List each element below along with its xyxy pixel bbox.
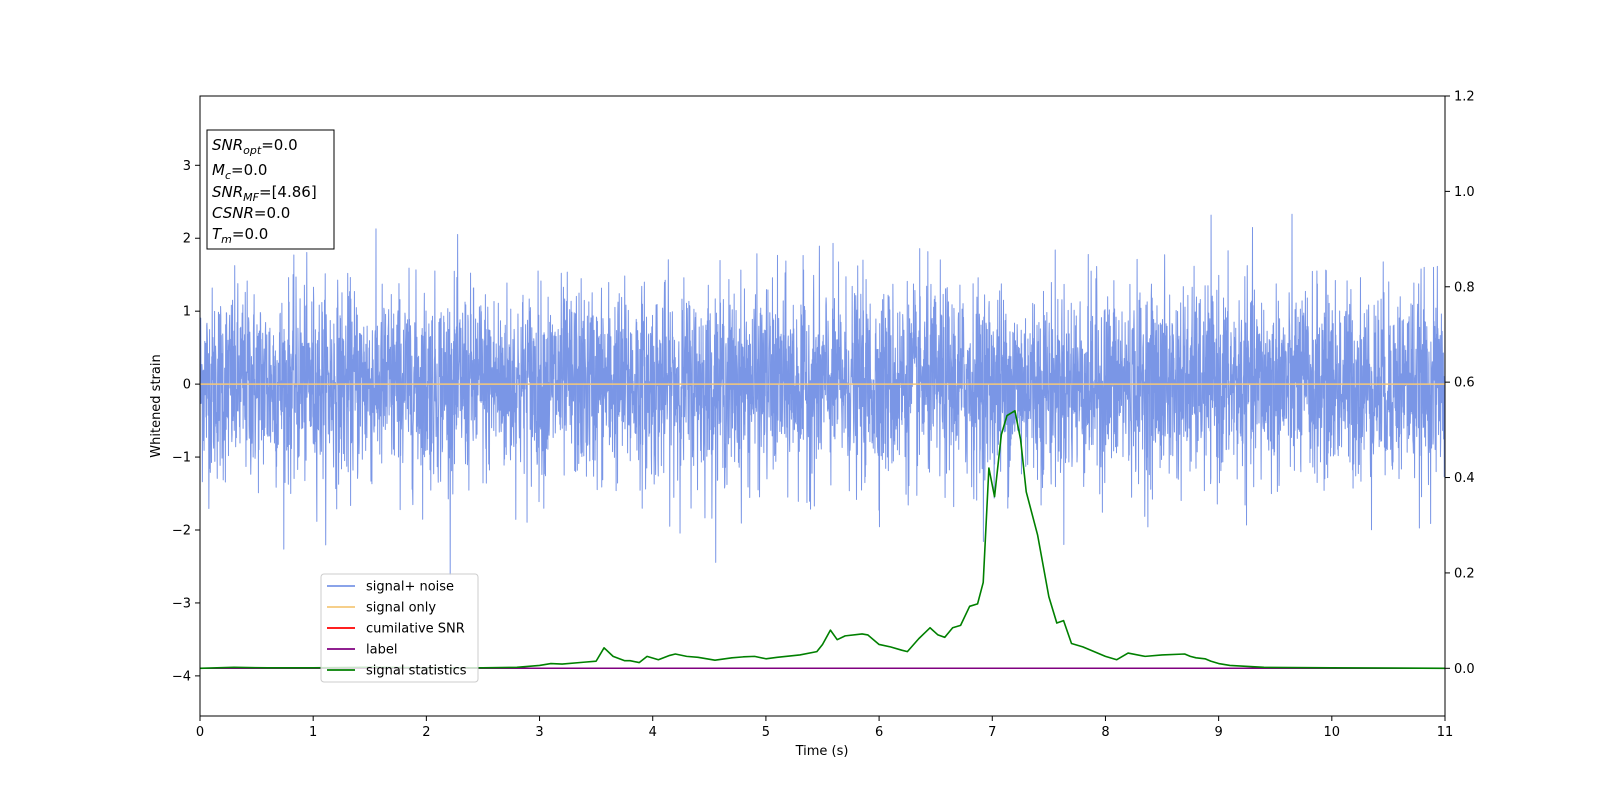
legend-items: signal+ noise signal only cumilative SNR la… xyxy=(327,580,467,679)
annotation-symbol: SNR xyxy=(212,136,243,154)
x-tick-label: 3 xyxy=(535,725,543,740)
y-tick-label: 1 xyxy=(183,305,191,320)
x-axis: 0 1 2 3 4 5 6 7 8 9 10 11 xyxy=(196,716,1453,740)
x-axis-label: Time (s) xyxy=(795,744,849,759)
annotation-subscript: m xyxy=(221,233,232,246)
y2-tick-label: 0.4 xyxy=(1454,471,1475,486)
annotation-line: CSNR=0.0 xyxy=(212,204,290,222)
legend-label: signal+ noise xyxy=(366,580,454,595)
annotation-value: =0.0 xyxy=(232,225,268,243)
annotation-symbol: SNR xyxy=(212,183,243,201)
x-tick-label: 0 xyxy=(196,725,204,740)
annotation-subscript: c xyxy=(225,169,231,182)
series-signal-noise-line xyxy=(200,213,1445,576)
y2-tick-label: 0.6 xyxy=(1454,376,1475,391)
annotation-box: SNRopt=0.0Mc=0.0SNRMF=[4.86]CSNR=0.0Tm=0… xyxy=(206,129,335,250)
x-tick-label: 11 xyxy=(1437,725,1454,740)
legend-label: signal statistics xyxy=(366,664,467,679)
annotation-lines: SNRopt=0.0Mc=0.0SNRMF=[4.86]CSNR=0.0Tm=0… xyxy=(212,136,317,246)
series-signal-statistics-line xyxy=(200,409,1445,670)
y-tick-label: −4 xyxy=(172,669,191,684)
y-tick-label: 2 xyxy=(183,232,191,247)
y-tick-label: 0 xyxy=(183,378,191,393)
legend-frame xyxy=(320,573,479,683)
x-tick-label: 10 xyxy=(1324,725,1341,740)
x-tick-label: 4 xyxy=(649,725,657,740)
y-axis-right: 0.0 0.2 0.4 0.6 0.8 1.0 1.2 xyxy=(1445,90,1475,677)
annotation-line: SNRopt=0.0 xyxy=(212,136,298,157)
annotation-subscript: opt xyxy=(243,144,262,157)
y-axis-label: Whitened strain xyxy=(149,354,164,457)
y-tick-label: 3 xyxy=(183,159,191,174)
x-tick-label: 1 xyxy=(309,725,317,740)
annotation-value: =[4.86] xyxy=(259,183,317,201)
annotation-subscript: MF xyxy=(243,191,259,204)
y2-tick-label: 0.0 xyxy=(1454,662,1475,677)
annotation-value: =0.0 xyxy=(231,161,267,179)
annotation-frame xyxy=(206,129,335,250)
annotation-symbol: CSNR xyxy=(212,204,254,222)
y2-tick-label: 0.2 xyxy=(1454,566,1475,581)
annotation-line: Mc=0.0 xyxy=(212,161,267,182)
x-tick-label: 6 xyxy=(875,725,883,740)
x-tick-label: 8 xyxy=(1101,725,1109,740)
x-tick-label: 5 xyxy=(762,725,770,740)
annotation-value: =0.0 xyxy=(261,136,297,154)
x-tick-label: 7 xyxy=(988,725,996,740)
annotation-symbol: M xyxy=(212,161,225,179)
annotation-value: =0.0 xyxy=(254,204,290,222)
y-tick-label: −1 xyxy=(172,451,191,466)
annotation-line: Tm=0.0 xyxy=(212,225,268,246)
y-axis-left: −4 −3 −2 −1 0 1 2 3 xyxy=(172,159,200,684)
legend-label: label xyxy=(366,643,397,658)
plot-frame xyxy=(199,95,1446,717)
y-tick-label: −2 xyxy=(172,524,191,539)
annotation-symbol: T xyxy=(212,225,223,243)
legend-label: signal only xyxy=(366,601,436,616)
annotation-line: SNRMF=[4.86] xyxy=(212,183,317,204)
x-tick-label: 2 xyxy=(422,725,430,740)
y2-tick-label: 0.8 xyxy=(1454,280,1475,295)
y2-tick-label: 1.0 xyxy=(1454,185,1475,200)
y2-tick-label: 1.2 xyxy=(1454,90,1475,105)
y-tick-label: −3 xyxy=(172,596,191,611)
legend-label: cumilative SNR xyxy=(366,622,465,637)
x-tick-label: 9 xyxy=(1214,725,1222,740)
legend: signal+ noise signal only cumilative SNR la… xyxy=(320,573,479,683)
